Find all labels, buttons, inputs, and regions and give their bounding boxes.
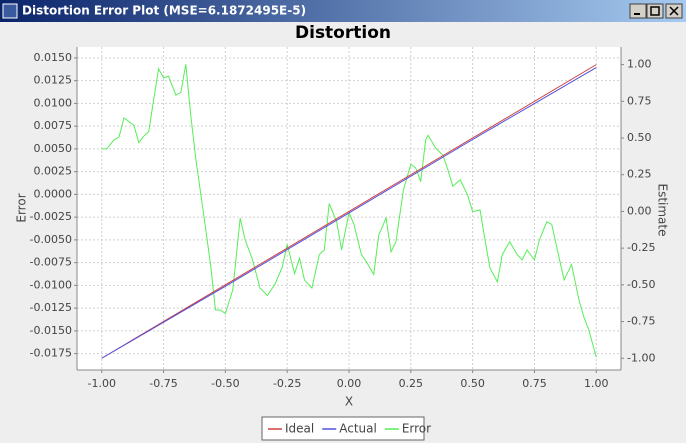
y2-tick-label: 1.00: [627, 58, 652, 71]
y-tick-label: 0.0125: [34, 74, 73, 87]
series-line: [101, 64, 597, 359]
window-icon: [2, 3, 18, 19]
y-tick-label: -0.0125: [30, 301, 72, 314]
x-tick-label: -0.50: [211, 377, 239, 390]
x-tick-label: 0.00: [337, 377, 362, 390]
y-tick-label: -0.0075: [30, 256, 72, 269]
maximize-button[interactable]: [646, 3, 664, 19]
title-bar: [0, 0, 686, 22]
legend-label: Actual: [339, 422, 377, 436]
y2-tick-label: -0.25: [627, 241, 655, 254]
x-tick-label: -1.00: [87, 377, 115, 390]
minimize-button[interactable]: [629, 3, 647, 19]
y-tick-label: -0.0175: [30, 347, 72, 360]
x-tick-label: -0.25: [273, 377, 301, 390]
y-tick-label: -0.0025: [30, 210, 72, 223]
window-title: Distortion Error Plot (MSE=6.1872495E-5): [22, 4, 306, 18]
y-tick-label: 0.0000: [34, 187, 73, 200]
y2-tick-label: -1.00: [627, 351, 655, 364]
x-tick-label: 0.75: [522, 377, 547, 390]
window-buttons: [629, 3, 683, 19]
legend-label: Ideal: [285, 422, 314, 436]
y-tick-label: -0.0150: [30, 324, 72, 337]
x-tick-label: 0.50: [460, 377, 485, 390]
y2-tick-label: -0.50: [627, 278, 655, 291]
chart-title: Distortion: [295, 23, 391, 43]
y-tick-label: 0.0100: [34, 96, 73, 109]
series-line: [101, 67, 597, 359]
legend: [261, 416, 425, 441]
y2-tick-label: 0.75: [627, 94, 652, 107]
y-tick-label: -0.0050: [30, 233, 72, 246]
y2-tick-label: 0.25: [627, 168, 652, 181]
x-tick-label: -0.75: [149, 377, 177, 390]
y-tick-label: -0.0100: [30, 278, 72, 291]
y-tick-label: 0.0075: [34, 119, 73, 132]
close-icon: [669, 6, 679, 16]
y2-axis-label: Estimate: [656, 183, 670, 236]
x-tick-label: 0.25: [399, 377, 424, 390]
maximize-icon: [650, 6, 660, 16]
y-tick-label: 0.0025: [34, 165, 73, 178]
y2-tick-label: 0.00: [627, 204, 652, 217]
x-tick-label: 1.00: [584, 377, 609, 390]
y-tick-label: 0.0150: [34, 51, 73, 64]
y2-tick-label: 0.50: [627, 131, 652, 144]
y2-tick-label: -0.75: [627, 315, 655, 328]
legend-label: Error: [402, 422, 431, 436]
y-axis-label: Error: [15, 193, 29, 222]
x-axis-label: X: [345, 395, 353, 409]
y-tick-label: 0.0050: [34, 142, 73, 155]
